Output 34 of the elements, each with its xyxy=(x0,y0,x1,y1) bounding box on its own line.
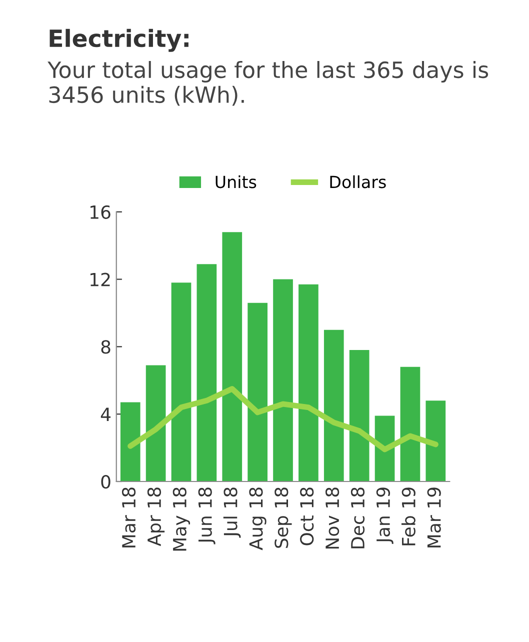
x-tick-label: Aug 18 xyxy=(249,488,266,550)
x-tick-label: Mar 19 xyxy=(427,488,441,548)
x-tick-label: Dec 18 xyxy=(350,488,365,548)
x-tick-label: Jun 18 xyxy=(198,488,216,544)
x-tick-label: Jan 19 xyxy=(376,488,394,544)
bar xyxy=(196,264,217,482)
bar xyxy=(171,282,192,482)
bar xyxy=(400,366,420,482)
x-tick-label: Jul 18 xyxy=(223,488,241,538)
bar xyxy=(248,302,268,482)
y-tick-label: 16 xyxy=(90,205,110,219)
bar xyxy=(349,350,370,482)
chart-subtitle: Your total usage for the last 365 days is 3456 units (kWh). xyxy=(48,60,488,106)
x-tick-label: Oct 18 xyxy=(300,488,314,546)
x-tick-label: Feb 19 xyxy=(401,488,416,546)
y-tick-label: 12 xyxy=(90,272,110,286)
x-tick-label: May 18 xyxy=(172,488,190,551)
y-tick-label: 0 xyxy=(101,474,110,489)
bar xyxy=(120,402,140,482)
x-tick-label: Apr 18 xyxy=(147,488,165,546)
x-tick-label: Nov 18 xyxy=(325,488,340,549)
legend-label: Units xyxy=(216,175,256,188)
bar xyxy=(426,400,446,482)
bar xyxy=(298,284,318,482)
x-tick-label: Mar 18 xyxy=(122,488,136,548)
y-tick-label: 8 xyxy=(101,340,110,354)
legend-label: Dollars xyxy=(330,175,386,188)
bar xyxy=(324,330,344,482)
chart-title: Electricity: xyxy=(50,28,188,52)
bar xyxy=(222,232,242,482)
bar xyxy=(146,365,166,482)
bar xyxy=(273,279,293,482)
y-tick-label: 4 xyxy=(100,408,111,421)
x-tick-label: Sep 18 xyxy=(274,488,292,548)
